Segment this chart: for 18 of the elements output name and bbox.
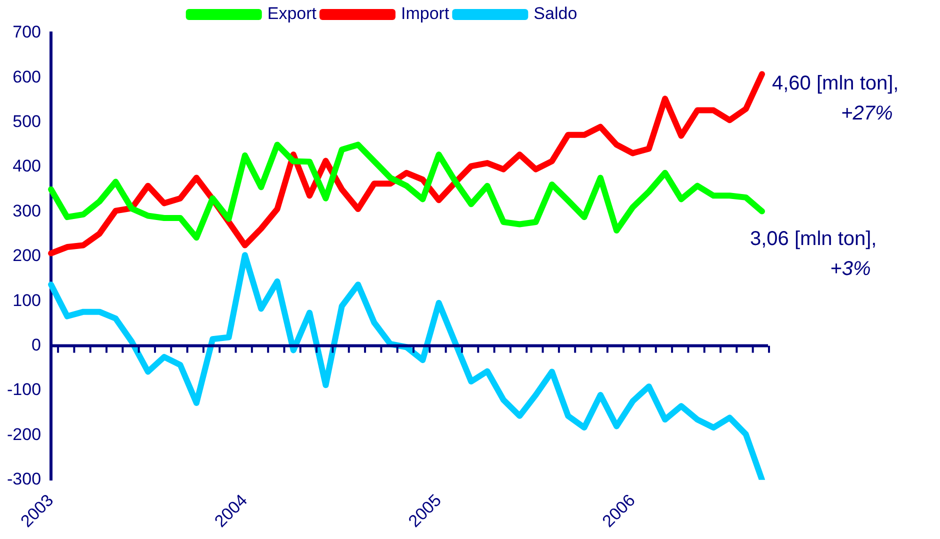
y-tick-label: 500 — [12, 112, 42, 132]
y-tick-label: -300 — [6, 470, 42, 489]
legend-label: Export — [267, 4, 317, 24]
y-tick-label: 400 — [12, 156, 42, 176]
y-tick-label: 700 — [12, 22, 42, 42]
y-tick-label: 600 — [12, 67, 42, 86]
y-tick-label: 100 — [12, 290, 42, 310]
legend-label: Saldo — [534, 4, 578, 24]
text: 4,60 [mln ton], — [772, 72, 899, 95]
y-tick-label: -200 — [6, 424, 42, 444]
y-tick-label: 300 — [12, 201, 42, 220]
text: +27% — [841, 102, 893, 125]
y-tick-label: 200 — [12, 246, 42, 266]
annotation: 3,06 [mln ton], — [750, 228, 877, 250]
legend-label: Import — [400, 4, 450, 24]
text: +3% — [830, 258, 871, 280]
y-tick-label: -100 — [6, 380, 42, 400]
y-tick-label: 0 — [32, 335, 42, 354]
